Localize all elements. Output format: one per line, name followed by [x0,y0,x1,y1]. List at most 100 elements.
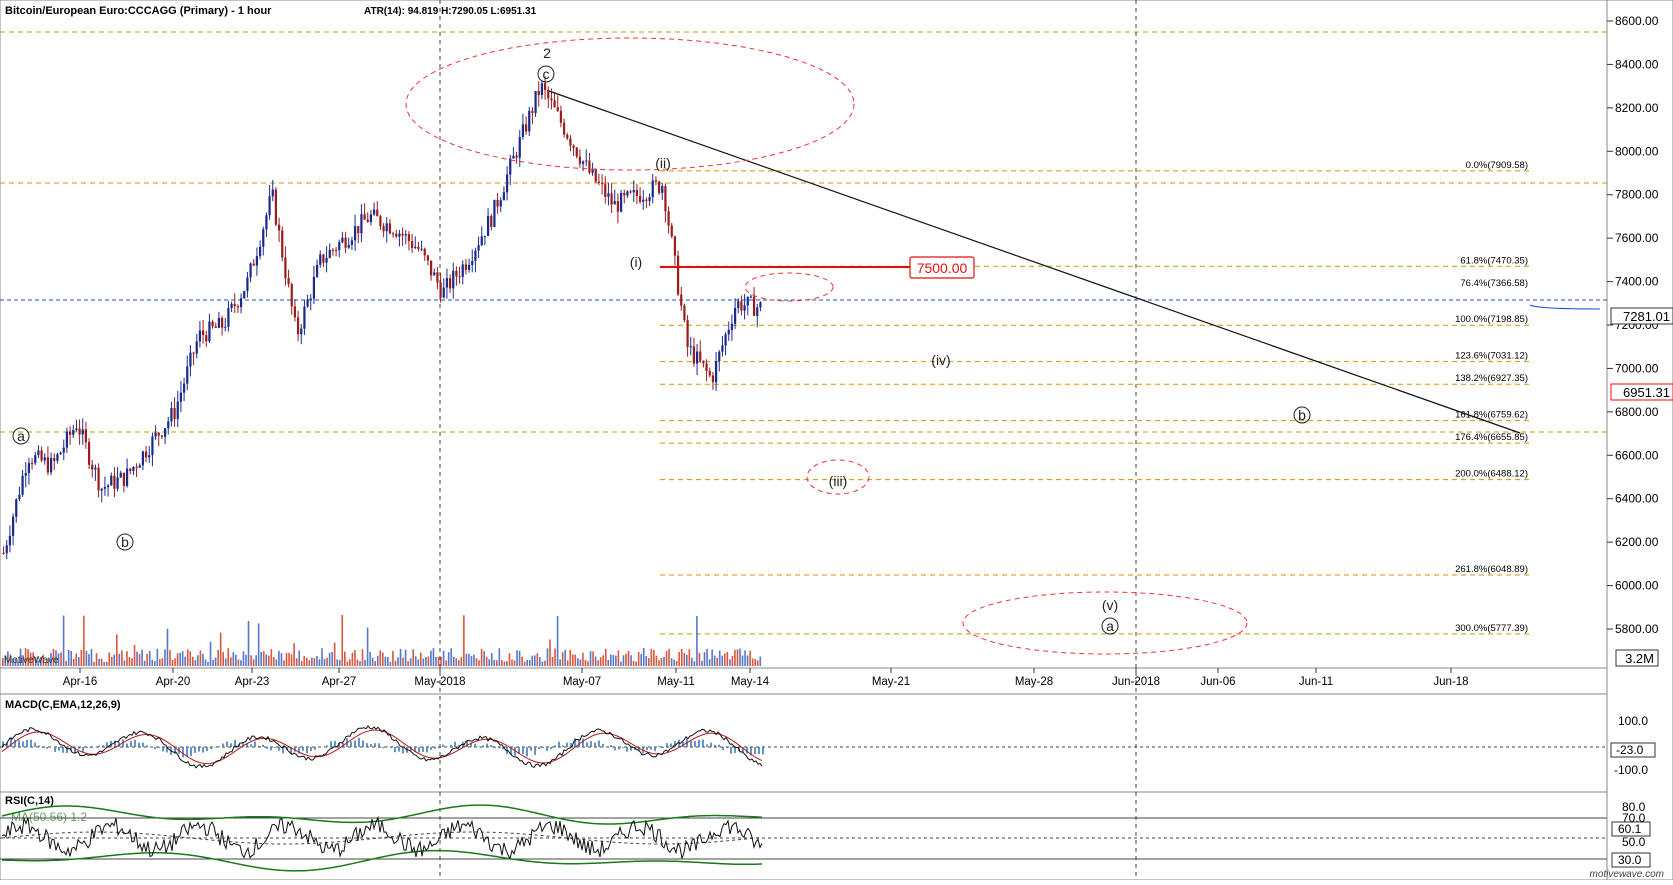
volume-bar [607,660,609,666]
fib-label: 161.8%(6759.62) [1455,410,1528,421]
price-tick-label: 8200.00 [1615,101,1659,115]
volume-bar [357,659,359,666]
candle-body [398,234,400,237]
volume-bar [630,655,632,666]
macd-histogram-bar [390,747,392,748]
volume-bar [625,654,627,666]
volume-bar [514,660,516,666]
volume-bar [392,651,394,666]
macd-histogram-bar [714,745,716,747]
candle-body [75,429,77,430]
candle-body [525,124,527,131]
volume-bar [519,651,521,666]
volume-bar [417,659,419,666]
volume-badge-text: 3.2M [1625,651,1654,666]
volume-bar [263,651,265,666]
candle-body [693,346,695,363]
volume-bar [212,660,214,666]
volume-bar [205,659,207,666]
volume-bar [516,650,518,666]
volume-bar [245,655,247,666]
candle-body [401,234,403,236]
macd-histogram-bar [146,745,148,747]
candle-body [734,308,736,324]
volume-bar [301,661,303,666]
candle-body [329,250,331,258]
date-tick-label: Apr-23 [235,676,270,688]
volume-bar [450,648,452,666]
candle-body [417,247,419,249]
volume-bar [701,661,703,666]
date-tick-label: Apr-27 [322,676,357,688]
macd-histogram-bar [374,743,376,747]
candle-body [25,473,27,476]
volume-bar [83,616,85,666]
macd-histogram-bar [454,742,456,747]
candle-body [455,271,457,276]
volume-bar [747,655,749,666]
volume-bar [63,616,65,666]
candle-body [433,272,435,275]
candle-body [151,437,153,455]
wave-c-top: c [543,66,550,82]
macd-histogram-bar [58,747,60,751]
candle-body [63,448,65,453]
candle-body [50,458,52,472]
macd-histogram-bar [546,747,548,751]
volume-bar [126,651,128,666]
candle-body [360,214,362,233]
candle-body [297,317,299,334]
macd-histogram-bar [490,745,492,747]
macd-histogram-bar [426,747,428,752]
volume-bar [347,662,349,666]
volume-bar [111,657,113,666]
candle-body [142,452,144,466]
volume-bar [734,650,736,666]
volume-bar [623,655,625,666]
volume-bar [443,651,445,666]
macd-histogram-bar [182,747,184,757]
macd-label-100: 100.0 [1618,714,1648,728]
volume-bar [283,660,285,666]
candle-body [373,210,375,215]
wave-i-label: (i) [630,254,642,270]
candle-body [572,146,574,148]
volume-bar [235,655,237,666]
candle-body [512,156,514,159]
volume-bar [86,651,88,666]
date-tick-label: May-07 [563,676,601,688]
candle-body [648,197,650,201]
volume-bar [732,656,734,666]
volume-bar [210,642,212,666]
candle-body [718,352,720,362]
volume-bar [534,655,536,666]
candle-body [88,442,90,465]
candle-body [237,306,239,307]
volume-bar [395,661,397,666]
price-tick-label: 8400.00 [1615,57,1659,71]
macd-histogram-bar [674,741,676,747]
date-tick-label: May-21 [872,676,910,688]
volume-bar [349,659,351,666]
candle-body [680,294,682,305]
candle-body [759,302,761,307]
volume-bar [501,660,503,666]
candle-body [591,169,593,173]
volume-bar [220,633,222,666]
price-tick-label: 6800.00 [1615,405,1659,419]
volume-bar [425,657,427,666]
volume-bar [369,652,371,666]
volume-bar [139,654,141,666]
volume-bar [461,657,463,666]
volume-bar [691,658,693,666]
volume-bar [575,655,577,666]
candle-body [595,169,597,182]
volume-bar [217,650,219,666]
candle-body [367,220,369,222]
macd-histogram-bar [666,743,668,747]
candle-body [129,469,131,471]
candle-body [139,465,141,467]
macd-histogram-bar [102,745,104,747]
volume-bar [273,657,275,666]
candle-body [424,249,426,256]
